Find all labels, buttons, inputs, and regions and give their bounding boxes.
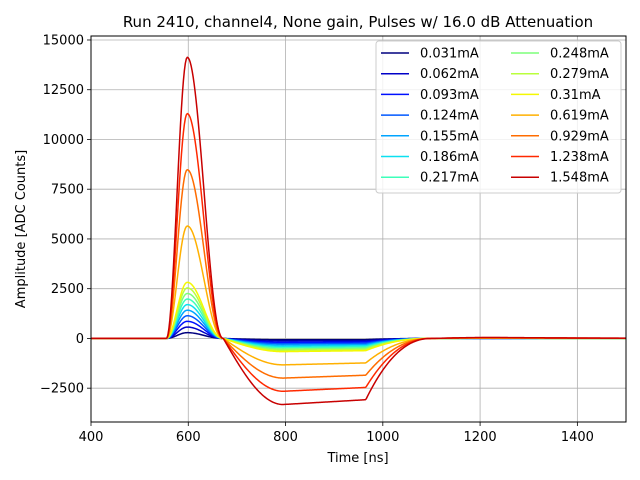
y-tick-label: −2500 <box>40 382 84 397</box>
plot-frame <box>90 35 627 423</box>
series-line-1.548mA <box>91 56 626 406</box>
legend-entry: 0.619mA <box>511 109 609 124</box>
legend: 0.031mA 0.062mA 0.093mA 0.124mA 0.155mA 0.186… <box>375 40 622 194</box>
x-tick-label: 400 <box>79 430 104 445</box>
legend-label: 0.248mA <box>550 47 609 62</box>
legend-label: 0.929mA <box>550 129 609 144</box>
y-tick-label: 12500 <box>43 83 84 98</box>
legend-entry: 0.279mA <box>511 67 609 82</box>
legend-label: 1.238mA <box>550 150 609 165</box>
x-tick-label: 600 <box>176 430 201 445</box>
legend-label: 0.279mA <box>550 67 609 82</box>
legend-entry: 0.155mA <box>381 129 479 144</box>
legend-box <box>375 40 622 194</box>
legend-entry: 0.186mA <box>381 150 479 165</box>
legend-label: 0.186mA <box>420 150 479 165</box>
y-tick-label: 0 <box>76 332 84 347</box>
y-axis-ticks: −2500 0 2500 5000 7500 10000 12500 15000 <box>40 33 91 397</box>
legend-entry: 0.31mA <box>511 88 601 103</box>
y-axis-label: Amplitude [ADC Counts] <box>14 150 29 308</box>
legend-label: 0.031mA <box>420 47 479 62</box>
legend-label: 0.124mA <box>420 109 479 124</box>
legend-entry: 0.248mA <box>511 47 609 62</box>
x-tick-label: 1200 <box>464 430 497 445</box>
legend-label: 1.548mA <box>550 171 609 186</box>
legend-label: 0.31mA <box>550 88 601 103</box>
legend-entry: 0.124mA <box>381 109 479 124</box>
legend-label: 0.619mA <box>550 109 609 124</box>
x-tick-label: 1000 <box>366 430 399 445</box>
legend-entry: 0.031mA <box>381 47 479 62</box>
legend-label: 0.093mA <box>420 88 479 103</box>
legend-label: 0.155mA <box>420 129 479 144</box>
x-axis-label: Time [ns] <box>326 451 388 466</box>
legend-entry: 0.929mA <box>511 129 609 144</box>
legend-entry: 0.062mA <box>381 67 479 82</box>
y-tick-label: 10000 <box>43 133 84 148</box>
series-lines <box>91 56 626 406</box>
chart-title: Run 2410, channel4, None gain, Pulses w/… <box>123 13 593 31</box>
legend-entry: 0.093mA <box>381 88 479 103</box>
y-tick-label: 2500 <box>51 282 84 297</box>
legend-entry: 1.548mA <box>511 171 609 186</box>
y-tick-label: 5000 <box>51 232 84 247</box>
legend-entry: 0.217mA <box>381 171 479 186</box>
x-axis-ticks: 400 600 800 1000 1200 1400 <box>79 422 594 445</box>
legend-entry: 1.238mA <box>511 150 609 165</box>
y-tick-label: 15000 <box>43 33 84 48</box>
x-tick-label: 800 <box>273 430 298 445</box>
y-tick-label: 7500 <box>51 183 84 198</box>
legend-label: 0.062mA <box>420 67 479 82</box>
legend-label: 0.217mA <box>420 171 479 186</box>
x-tick-label: 1400 <box>561 430 594 445</box>
